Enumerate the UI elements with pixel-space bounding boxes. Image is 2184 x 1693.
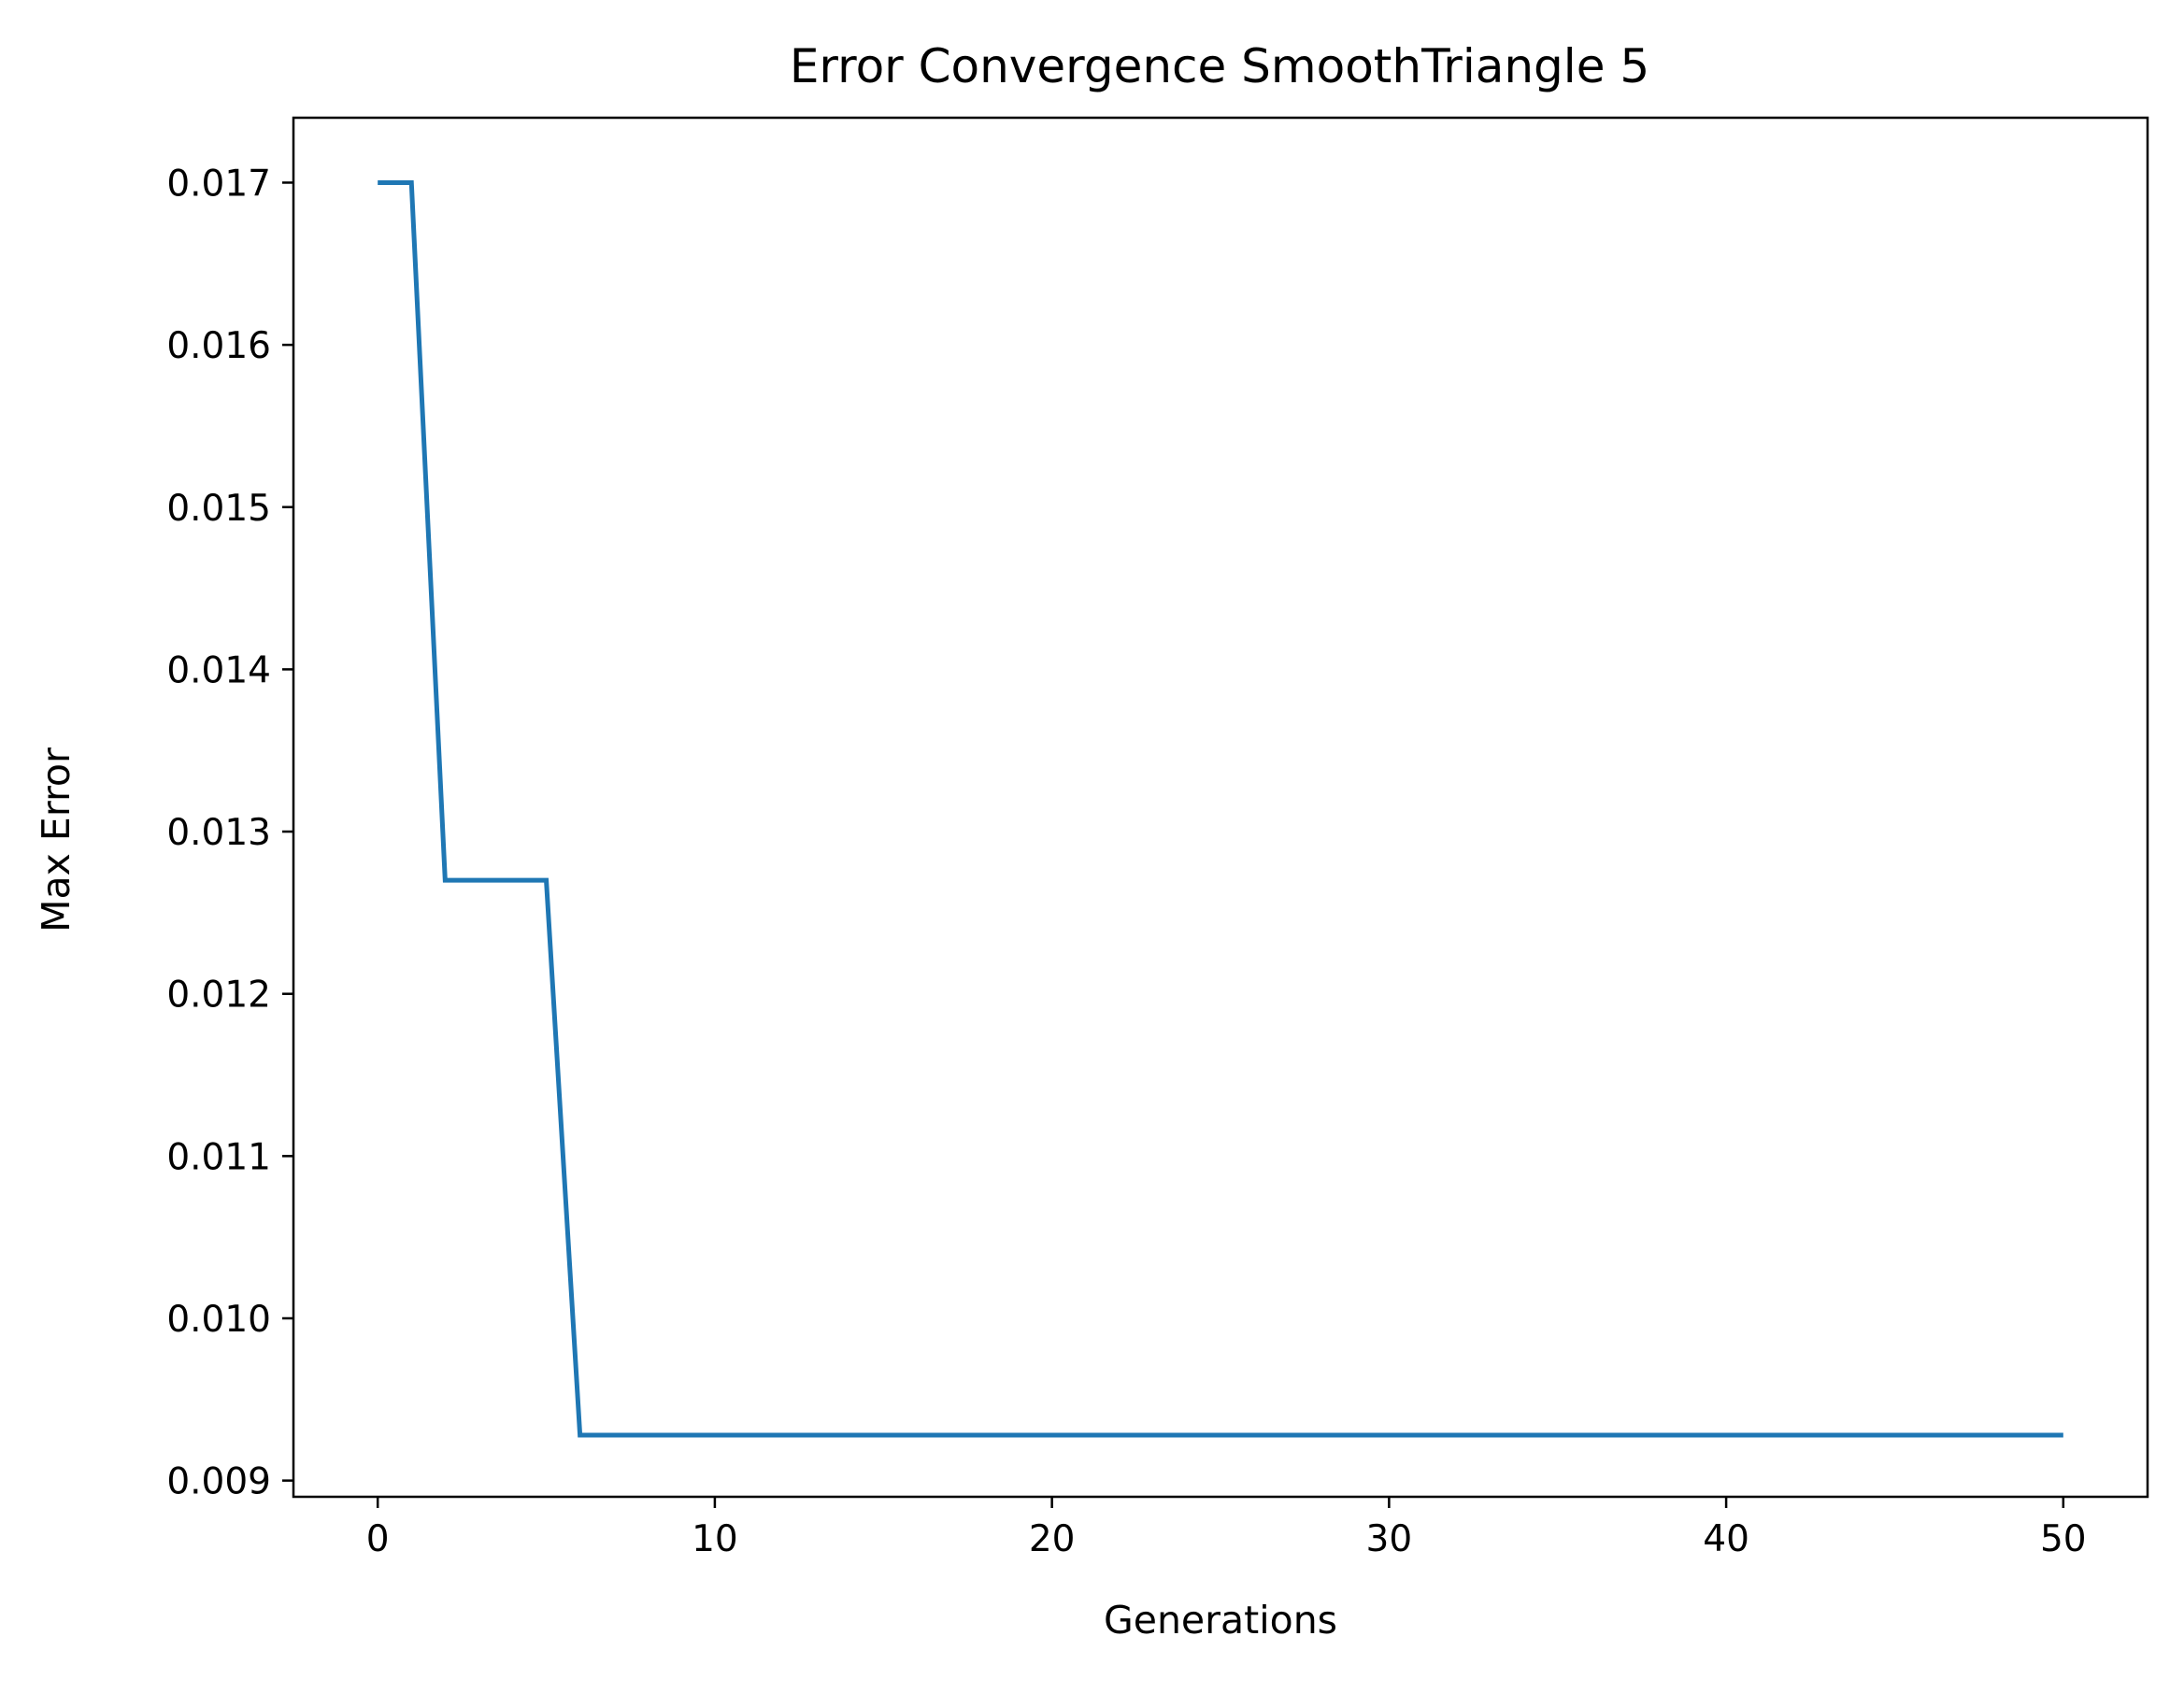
series-line: [378, 179, 2063, 1438]
chart-title: Error Convergence SmoothTriangle 5: [790, 39, 1649, 93]
y-tick-label: 0.011: [166, 1136, 271, 1178]
y-axis-ticks: 0.009 0.010 0.011 0.012 0.013 0.014 0.015 0.016…: [166, 163, 293, 1503]
x-tick-label: 10: [692, 1518, 738, 1560]
y-tick-label: 0.009: [166, 1461, 271, 1503]
y-tick-label: 0.013: [166, 812, 271, 854]
x-tick-label: 40: [1703, 1518, 1749, 1560]
y-tick-label: 0.010: [166, 1299, 271, 1341]
x-axis-label: Generations: [1104, 1598, 1337, 1643]
y-tick-label: 0.016: [166, 325, 271, 367]
x-axis-ticks: 0 10 20 30 40 50: [366, 1497, 2087, 1560]
y-tick-label: 0.017: [166, 163, 271, 205]
x-tick-label: 0: [366, 1518, 390, 1560]
y-tick-label: 0.012: [166, 975, 271, 1017]
plot-frame: [292, 116, 2149, 1499]
y-axis-label: Max Error: [34, 747, 79, 932]
y-tick-label: 0.015: [166, 488, 271, 530]
x-tick-label: 50: [2040, 1518, 2087, 1560]
y-tick-label: 0.014: [166, 649, 271, 691]
x-tick-label: 20: [1029, 1518, 1076, 1560]
x-tick-label: 30: [1366, 1518, 1413, 1560]
plot-area: [292, 116, 2149, 1499]
